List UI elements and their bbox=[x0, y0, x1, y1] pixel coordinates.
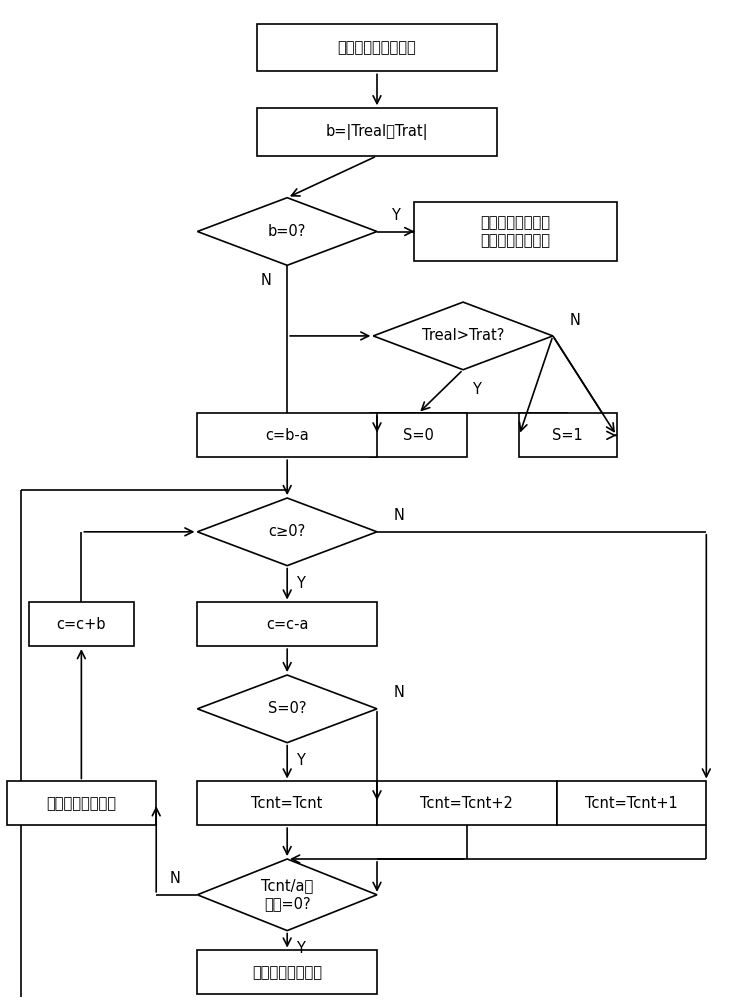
Text: c=c-a: c=c-a bbox=[266, 617, 308, 632]
FancyBboxPatch shape bbox=[415, 202, 617, 261]
Text: b=0?: b=0? bbox=[268, 224, 306, 239]
Text: Y: Y bbox=[296, 576, 305, 591]
Polygon shape bbox=[198, 675, 377, 743]
Text: Treal>Trat?: Treal>Trat? bbox=[422, 328, 504, 343]
Text: Tcnt=Tcnt: Tcnt=Tcnt bbox=[252, 796, 323, 811]
FancyBboxPatch shape bbox=[556, 781, 706, 825]
Text: Tcnt=Tcnt+2: Tcnt=Tcnt+2 bbox=[421, 796, 513, 811]
Polygon shape bbox=[373, 302, 553, 370]
Text: 实际同步秒脉冲触发: 实际同步秒脉冲触发 bbox=[338, 40, 416, 55]
FancyBboxPatch shape bbox=[198, 602, 377, 646]
Text: N: N bbox=[394, 508, 405, 523]
FancyBboxPatch shape bbox=[198, 781, 377, 825]
Text: Y: Y bbox=[296, 941, 305, 956]
FancyBboxPatch shape bbox=[7, 781, 156, 825]
FancyBboxPatch shape bbox=[520, 413, 617, 457]
Text: 实际采样脉冲输出: 实际采样脉冲输出 bbox=[252, 965, 322, 980]
Text: Tcnt=Tcnt+1: Tcnt=Tcnt+1 bbox=[585, 796, 678, 811]
FancyBboxPatch shape bbox=[369, 413, 467, 457]
Polygon shape bbox=[198, 498, 377, 566]
Text: 标准采样脉冲触发: 标准采样脉冲触发 bbox=[46, 796, 116, 811]
Text: Y: Y bbox=[296, 753, 305, 768]
Text: c≥0?: c≥0? bbox=[268, 524, 306, 539]
Text: Y: Y bbox=[391, 208, 400, 223]
Text: Tcnt/a的
余数=0?: Tcnt/a的 余数=0? bbox=[261, 879, 314, 911]
Text: c=b-a: c=b-a bbox=[265, 428, 309, 443]
Text: N: N bbox=[261, 273, 271, 288]
Text: N: N bbox=[394, 685, 405, 700]
Text: 标准采样脉冲触发
输出实际采样脉冲: 标准采样脉冲触发 输出实际采样脉冲 bbox=[480, 215, 550, 248]
Text: S=0?: S=0? bbox=[268, 701, 306, 716]
Text: N: N bbox=[570, 313, 581, 328]
FancyBboxPatch shape bbox=[257, 24, 497, 71]
FancyBboxPatch shape bbox=[198, 413, 377, 457]
Text: S=1: S=1 bbox=[553, 428, 584, 443]
Text: b=|Treal－Trat|: b=|Treal－Trat| bbox=[326, 124, 428, 140]
FancyBboxPatch shape bbox=[29, 602, 133, 646]
FancyBboxPatch shape bbox=[377, 781, 556, 825]
Polygon shape bbox=[198, 859, 377, 931]
Polygon shape bbox=[198, 198, 377, 265]
Text: Y: Y bbox=[472, 382, 481, 397]
Text: S=0: S=0 bbox=[403, 428, 434, 443]
FancyBboxPatch shape bbox=[257, 108, 497, 156]
Text: N: N bbox=[170, 871, 180, 886]
FancyBboxPatch shape bbox=[198, 950, 377, 994]
Text: c=c+b: c=c+b bbox=[57, 617, 106, 632]
